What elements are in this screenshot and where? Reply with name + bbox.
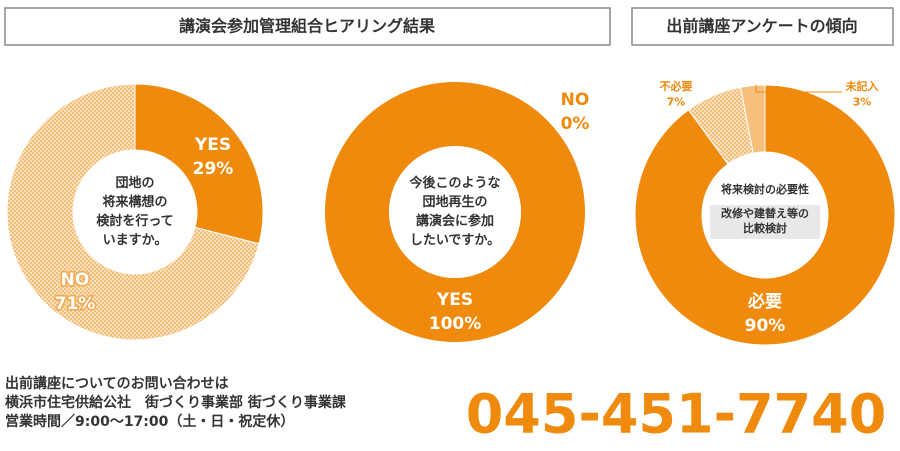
- slice-value-label: 100%: [429, 314, 482, 334]
- slice-value-label: 3%: [853, 95, 872, 108]
- center-text: いますか。: [103, 233, 168, 248]
- header-box: [631, 7, 894, 46]
- center-text: 改修や建替え等の: [721, 206, 809, 220]
- pie-slice: [325, 82, 585, 342]
- footer-line: 横浜市住宅供給公社 街づくり事業部 街づくり事業課: [5, 394, 347, 411]
- header-title: 講演会参加管理組合ヒアリング結果: [179, 17, 435, 36]
- slice-value-label: 0%: [561, 114, 590, 134]
- center-circle: [73, 150, 197, 274]
- footer-line: 出前講座についてのお問い合わせは: [5, 375, 229, 392]
- slice-label: 未記入: [845, 79, 879, 93]
- slice-label: NO: [561, 90, 590, 110]
- slice-value-label: 71%: [55, 294, 96, 314]
- center-text: 団地の: [115, 175, 154, 191]
- slice-value-label: 90%: [745, 316, 786, 336]
- center-text: 検討を行って: [96, 213, 173, 229]
- phone-number: 045-451-7740: [466, 383, 887, 446]
- leader-line: [755, 85, 842, 93]
- slice-label: YES: [436, 290, 473, 310]
- slice-label: NO: [61, 270, 90, 290]
- center-text: 講演会に参加: [416, 213, 494, 229]
- center-title: 将来検討の必要性: [721, 182, 809, 196]
- center-box: [710, 205, 820, 239]
- center-text: 比較検討: [743, 221, 787, 235]
- slice-value-label: 7%: [667, 95, 686, 108]
- slice-label: YES: [194, 135, 231, 155]
- slice-label: 必要: [747, 291, 782, 312]
- center-circle: [389, 146, 521, 278]
- footer-line: 営業時間／9:00～17:00（土・日・祝定休）: [5, 413, 294, 430]
- center-text: 今後このような: [408, 175, 500, 191]
- header-box: [4, 7, 611, 46]
- header-title: 出前講座アンケートの傾向: [666, 17, 857, 36]
- slice-value-label: 29%: [193, 159, 234, 179]
- center-text: 団地再生の: [422, 194, 487, 210]
- center-text: 将来構想の: [102, 194, 167, 210]
- pie-slice: [634, 84, 896, 346]
- center-text: したいですか。: [410, 233, 500, 248]
- slice-label: 不必要: [660, 79, 693, 93]
